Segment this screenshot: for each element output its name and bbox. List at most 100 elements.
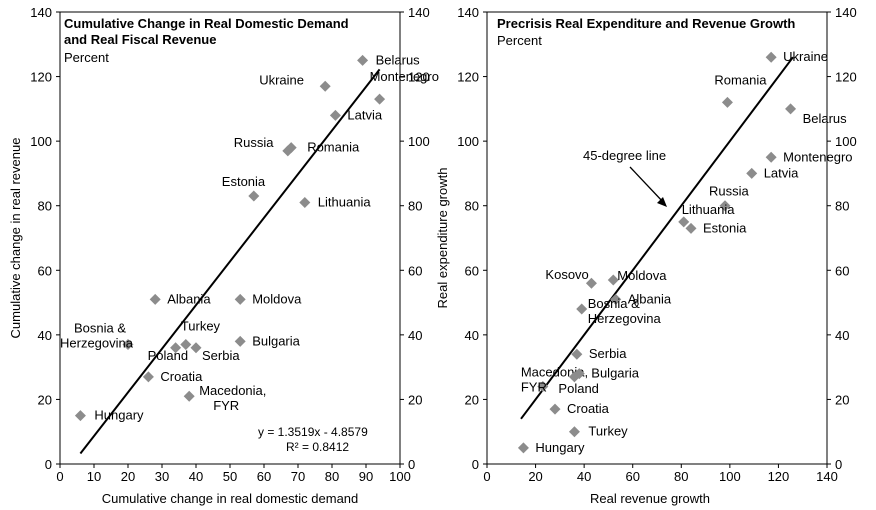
left-y-tick-label: 140	[30, 5, 52, 20]
data-point-label: Croatia	[567, 401, 610, 416]
right-y2-tick-label: 80	[835, 199, 849, 214]
data-point-label: Moldova	[252, 291, 302, 306]
right-annotation-arrowhead	[657, 197, 667, 207]
data-point-marker	[537, 381, 549, 393]
left-y-tick-label: 0	[45, 457, 52, 472]
data-point-label: Turkey	[588, 424, 628, 439]
left-y2-tick-label: 20	[408, 392, 422, 407]
right-chart-subtitle: Percent	[497, 33, 542, 48]
data-point-label: Estonia	[222, 174, 266, 189]
left-y2-tick-label: 120	[408, 70, 430, 85]
left-y-tick-label: 40	[38, 328, 52, 343]
data-point-marker	[248, 190, 260, 202]
data-point-label: Serbia	[202, 348, 240, 363]
data-point-marker	[329, 109, 341, 121]
data-point-label: Ukraine	[783, 49, 828, 64]
data-point-marker	[234, 293, 246, 305]
data-point-label: Russia	[709, 184, 750, 199]
left-x-axis-title: Cumulative change in real domestic deman…	[102, 491, 359, 506]
data-point-marker	[319, 80, 331, 92]
left-y-tick-label: 80	[38, 199, 52, 214]
right-y2-tick-label: 40	[835, 328, 849, 343]
left-y-tick-label: 20	[38, 392, 52, 407]
right-y2-ticks: 0 20 40 60 80 100 120 140	[827, 5, 857, 472]
data-point-marker	[585, 277, 597, 289]
data-point-label: Ukraine	[259, 72, 304, 87]
left-y2-tick-label: 140	[408, 5, 430, 20]
left-x-tick-label: 80	[325, 469, 339, 484]
data-point-label: Poland	[148, 348, 188, 363]
left-y-tick-label: 60	[38, 263, 52, 278]
data-point-marker	[610, 293, 622, 305]
left-chart-title-line2: and Real Fiscal Revenue	[64, 32, 216, 47]
data-point-label: Estonia	[703, 220, 747, 235]
data-point-marker	[568, 371, 580, 383]
data-point-label: Poland	[558, 381, 598, 396]
right-y2-tick-label: 100	[835, 134, 857, 149]
left-y-axis-title: Cumulative change in real revenue	[8, 138, 23, 339]
right-x-tick-label: 20	[528, 469, 542, 484]
left-y-ticks: 0 20 40 60 80 100 120 140	[30, 5, 60, 472]
right-x-tick-label: 80	[674, 469, 688, 484]
data-point-marker	[721, 96, 733, 108]
right-y2-tick-label: 20	[835, 392, 849, 407]
right-y-tick-label: 60	[465, 263, 479, 278]
data-point-marker	[576, 303, 588, 315]
data-point-marker	[685, 222, 697, 234]
data-point-marker	[170, 342, 182, 354]
data-point-marker	[357, 54, 369, 66]
left-chart-title: Cumulative Change in Real Domestic Deman…	[64, 16, 349, 31]
left-x-tick-label: 70	[291, 469, 305, 484]
data-point-label: Turkey	[181, 319, 221, 334]
right-y-axis-title: Real expenditure growth	[435, 168, 450, 309]
right-y-tick-label: 0	[472, 457, 479, 472]
data-point-marker	[517, 442, 529, 454]
right-x-tick-label: 140	[816, 469, 838, 484]
data-point-marker	[74, 410, 86, 422]
right-y-ticks: 0 20 40 60 80 100 120 140	[457, 5, 487, 472]
right-y-tick-label: 100	[457, 134, 479, 149]
data-point-label: Kosovo	[545, 267, 588, 282]
data-point-label: Montenegro	[783, 149, 852, 164]
right-chart-title: Precrisis Real Expenditure and Revenue G…	[497, 16, 795, 31]
data-point-marker	[142, 371, 154, 383]
left-y2-ticks: 0 20 40 60 80 100 120 140	[400, 5, 430, 472]
right-annotation-arrow	[629, 166, 665, 204]
left-x-ticks: 0 10 20 30 40 50 60 70 80 90 100	[56, 464, 411, 484]
right-x-tick-label: 100	[719, 469, 741, 484]
data-point-label: Romania	[714, 72, 767, 87]
left-y2-tick-label: 80	[408, 199, 422, 214]
right-y2-tick-label: 60	[835, 263, 849, 278]
left-y2-tick-label: 0	[408, 457, 415, 472]
data-point-marker	[607, 274, 619, 286]
data-point-marker	[678, 216, 690, 228]
data-point-marker	[190, 342, 202, 354]
left-x-tick-label: 20	[121, 469, 135, 484]
data-point-marker	[571, 348, 583, 360]
data-point-label-line2: FYR	[521, 380, 547, 395]
right-y-tick-label: 20	[465, 392, 479, 407]
left-y2-tick-label: 60	[408, 263, 422, 278]
data-point-marker	[234, 335, 246, 347]
left-points: Belarus Ukraine Montenegro Latvia Russia Roma…	[60, 52, 439, 422]
data-point-label: Romania	[307, 140, 360, 155]
data-point-marker	[765, 51, 777, 63]
right-annotation-45-degree: 45-degree line	[583, 148, 666, 163]
right-y-tick-label: 80	[465, 199, 479, 214]
left-x-tick-label: 60	[257, 469, 271, 484]
data-point-marker	[785, 103, 797, 115]
left-x-tick-label: 90	[359, 469, 373, 484]
left-x-tick-label: 30	[155, 469, 169, 484]
left-y-tick-label: 100	[30, 134, 52, 149]
right-y-tick-label: 120	[457, 70, 479, 85]
right-x-tick-label: 120	[768, 469, 790, 484]
data-point-marker	[746, 167, 758, 179]
left-plot-area	[59, 11, 401, 465]
data-point-label: Croatia	[160, 369, 203, 384]
data-point-label: Latvia	[764, 165, 799, 180]
data-point-marker	[374, 93, 386, 105]
left-x-tick-label: 40	[189, 469, 203, 484]
data-point-label: Albania	[167, 291, 211, 306]
